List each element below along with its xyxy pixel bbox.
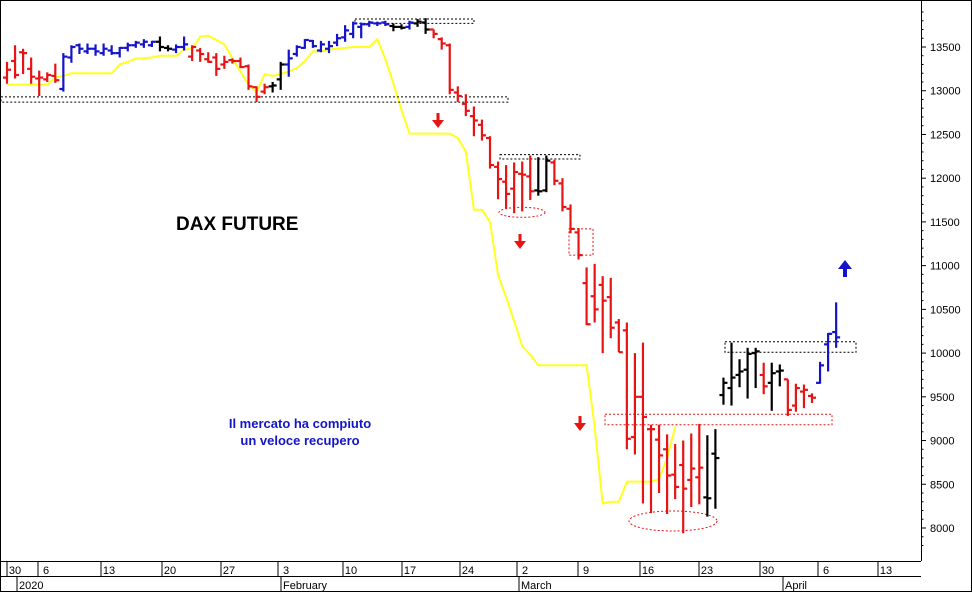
down-arrow-icon [514, 234, 526, 249]
x-tick-label: 30 [762, 565, 774, 577]
annotation-line-2: un veloce recupero [240, 433, 360, 448]
support-box-january [0, 96, 509, 103]
x-tick-label: 13 [880, 565, 892, 577]
x-tick-label: 6 [43, 565, 49, 577]
y-tick-label: 11000 [930, 261, 960, 273]
y-tick-label: 9500 [930, 392, 954, 404]
up-arrow-icon [838, 260, 852, 277]
y-tick-label: 12000 [930, 173, 961, 185]
recovery-annotation: Il mercato ha compiuto un veloce recuper… [210, 415, 390, 449]
y-tick-label: 9000 [930, 436, 954, 448]
y-tick-label: 8500 [930, 479, 954, 491]
breakout-box-april [724, 341, 857, 353]
month-label: February [283, 580, 328, 592]
x-tick-label: 13 [103, 565, 115, 577]
x-tick-label: 3 [283, 565, 289, 577]
month-label: 2020 [19, 580, 43, 592]
annotation-line-1: Il mercato ha compiuto [228, 416, 372, 431]
x-tick-label: 16 [642, 565, 654, 577]
x-tick-label: 17 [404, 565, 416, 577]
y-tick-label: 11500 [930, 217, 960, 229]
y-tick-label: 12500 [930, 129, 961, 141]
gap-box-march [568, 228, 594, 256]
y-tick-label: 10500 [930, 304, 961, 316]
y-tick-label: 13000 [930, 86, 961, 98]
x-tick-label: 30 [9, 565, 21, 577]
x-tick-label: 9 [583, 565, 589, 577]
x-tick-label: 27 [223, 565, 235, 577]
chart-title: DAX FUTURE [176, 214, 299, 235]
month-label: March [521, 580, 552, 592]
y-tick-label: 8000 [930, 523, 954, 535]
x-tick-label: 23 [701, 565, 713, 577]
resistance-box-march [499, 154, 581, 160]
month-label: April [785, 580, 807, 592]
x-tick-label: 20 [164, 565, 176, 577]
low-ellipse-bottom [628, 510, 718, 532]
down-arrow-icon [574, 416, 586, 431]
y-tick-label: 10000 [930, 348, 961, 360]
x-tick-label: 24 [462, 565, 474, 577]
x-tick-label: 2 [522, 565, 528, 577]
y-tick-label: 13500 [930, 42, 961, 54]
trailing-stop-line [7, 34, 677, 505]
resistance-box-february [354, 18, 475, 24]
x-tick-label: 10 [345, 565, 357, 577]
down-arrow-icon [432, 113, 444, 128]
x-tick-label: 6 [823, 565, 829, 577]
resistance-box-red [604, 413, 833, 426]
